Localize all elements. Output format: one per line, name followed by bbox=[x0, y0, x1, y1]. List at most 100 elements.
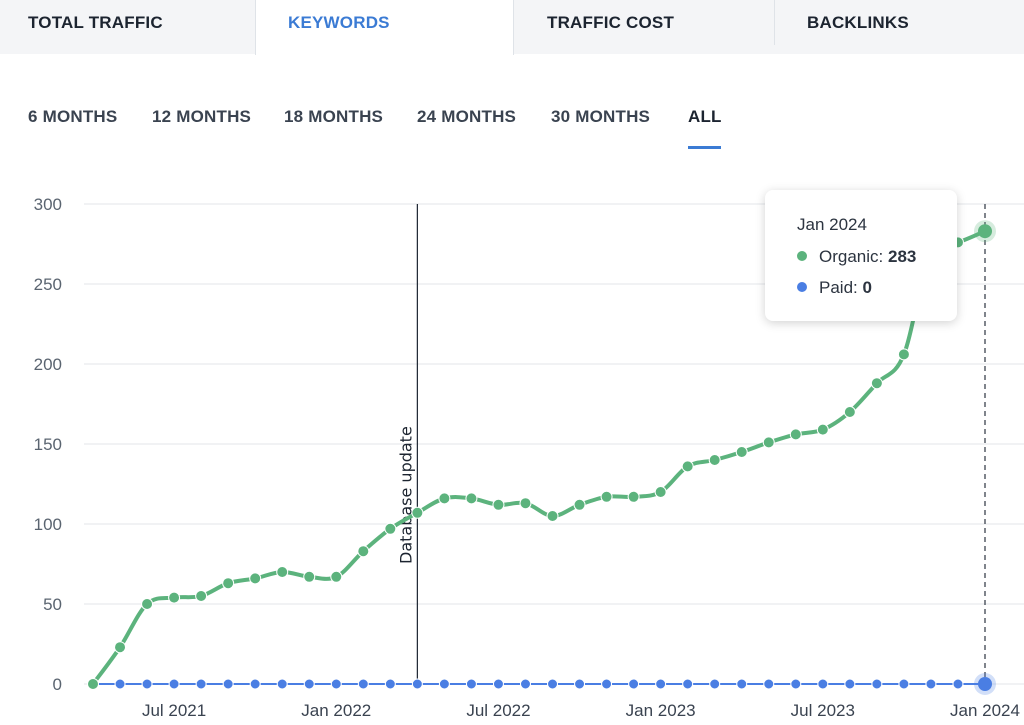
tooltip-paid-label: Paid: bbox=[819, 278, 858, 297]
paid-point bbox=[601, 678, 613, 690]
y-tick-label: 250 bbox=[34, 275, 62, 294]
organic-point bbox=[708, 454, 721, 466]
paid-point bbox=[709, 678, 721, 690]
y-tick-label: 0 bbox=[53, 675, 62, 694]
tab-bar: TOTAL TRAFFIC KEYWORDS TRAFFIC COST BACK… bbox=[0, 0, 1024, 55]
range-all[interactable]: ALL bbox=[688, 107, 722, 126]
organic-point bbox=[681, 460, 694, 473]
paid-point bbox=[790, 678, 802, 690]
annotation-label: Database update bbox=[396, 426, 415, 564]
organic-point bbox=[195, 590, 208, 602]
tooltip-date: Jan 2024 bbox=[797, 215, 867, 234]
range-12-months[interactable]: 12 MONTHS bbox=[152, 107, 252, 126]
tab-backlinks[interactable]: BACKLINKS bbox=[807, 13, 909, 32]
organic-point bbox=[168, 591, 181, 604]
paid-point bbox=[114, 678, 126, 690]
paid-point bbox=[303, 678, 315, 690]
paid-point bbox=[465, 678, 477, 690]
paid-legend-dot bbox=[797, 282, 807, 292]
range-30-months[interactable]: 30 MONTHS bbox=[551, 107, 651, 126]
paid-point bbox=[952, 678, 964, 690]
y-tick-label: 300 bbox=[34, 195, 62, 214]
organic-point bbox=[897, 348, 910, 361]
tooltip-paid-value: 0 bbox=[862, 278, 872, 297]
tab-traffic-cost[interactable]: TRAFFIC COST bbox=[547, 13, 675, 32]
range-24-months[interactable]: 24 MONTHS bbox=[417, 107, 517, 126]
x-tick-label: Jan 2024 bbox=[950, 701, 1020, 720]
keywords-chart: 0 50 100 150 200 250 300 Jul 2021 Jan 2022 Jul 20… bbox=[34, 195, 1024, 720]
range-18-months[interactable]: 18 MONTHS bbox=[284, 107, 384, 126]
tab-keywords[interactable]: KEYWORDS bbox=[255, 0, 514, 55]
organic-point bbox=[141, 598, 154, 610]
x-tick-label: Jan 2022 bbox=[301, 701, 371, 720]
organic-point bbox=[276, 566, 289, 578]
paid-point bbox=[519, 678, 531, 690]
organic-point bbox=[600, 490, 613, 503]
organic-point bbox=[465, 492, 478, 505]
paid-point bbox=[574, 678, 586, 690]
tooltip-organic-row: Organic: 283 bbox=[797, 247, 916, 267]
organic-point bbox=[303, 570, 316, 583]
paid-point bbox=[978, 677, 992, 691]
tab-total-traffic[interactable]: TOTAL TRAFFIC bbox=[28, 13, 163, 32]
organic-point bbox=[492, 498, 505, 511]
organic-point bbox=[357, 545, 370, 558]
paid-point bbox=[655, 678, 667, 690]
tab-separator bbox=[774, 0, 775, 45]
tooltip-paid-row: Paid: 0 bbox=[797, 278, 872, 298]
paid-point bbox=[628, 678, 640, 690]
paid-point bbox=[411, 678, 423, 690]
paid-point bbox=[276, 678, 288, 690]
active-range-indicator bbox=[688, 146, 721, 149]
time-range-selector: 6 MONTHS 12 MONTHS 18 MONTHS 24 MONTHS 3… bbox=[0, 100, 1024, 150]
organic-point bbox=[735, 446, 748, 458]
organic-point bbox=[762, 436, 775, 449]
paid-point bbox=[195, 678, 207, 690]
y-tick-label: 200 bbox=[34, 355, 62, 374]
paid-point bbox=[330, 678, 342, 690]
organic-line bbox=[91, 229, 987, 686]
x-tick-label: Jul 2022 bbox=[466, 701, 530, 720]
organic-point bbox=[249, 572, 262, 585]
organic-point bbox=[330, 570, 343, 583]
y-tick-label: 150 bbox=[34, 435, 62, 454]
paid-point bbox=[871, 678, 883, 690]
organic-point bbox=[870, 377, 883, 390]
range-6-months[interactable]: 6 MONTHS bbox=[28, 107, 118, 126]
x-tick-label: Jul 2023 bbox=[791, 701, 855, 720]
organic-point bbox=[573, 498, 586, 511]
paid-point bbox=[384, 678, 396, 690]
chart-tooltip: Jan 2024 Organic: 283 Paid: 0 bbox=[765, 190, 957, 321]
paid-point bbox=[547, 678, 559, 690]
organic-legend-dot bbox=[797, 251, 807, 261]
organic-point bbox=[438, 492, 451, 505]
organic-point bbox=[411, 506, 424, 519]
x-tick-label: Jan 2023 bbox=[626, 701, 696, 720]
paid-point bbox=[763, 678, 775, 690]
paid-point bbox=[817, 678, 829, 690]
organic-point bbox=[654, 486, 667, 498]
organic-point bbox=[978, 224, 992, 239]
tooltip-organic-label: Organic: bbox=[819, 247, 884, 266]
tooltip-organic-value: 283 bbox=[887, 247, 917, 266]
paid-point bbox=[168, 678, 180, 690]
paid-point bbox=[736, 678, 748, 690]
organic-point bbox=[519, 497, 532, 510]
organic-point bbox=[843, 406, 856, 418]
organic-point bbox=[222, 577, 235, 590]
y-tick-label: 100 bbox=[34, 515, 62, 534]
y-tick-label: 50 bbox=[43, 595, 62, 614]
organic-point bbox=[546, 510, 559, 522]
paid-point bbox=[141, 678, 153, 690]
organic-point bbox=[627, 490, 640, 503]
organic-point bbox=[384, 522, 397, 535]
organic-point bbox=[789, 428, 802, 441]
organic-point bbox=[816, 423, 829, 436]
paid-point bbox=[682, 678, 694, 690]
paid-point bbox=[492, 678, 504, 690]
paid-point bbox=[925, 678, 937, 690]
paid-point bbox=[898, 678, 910, 690]
paid-point bbox=[357, 678, 369, 690]
paid-point bbox=[438, 678, 450, 690]
x-tick-label: Jul 2021 bbox=[142, 701, 206, 720]
